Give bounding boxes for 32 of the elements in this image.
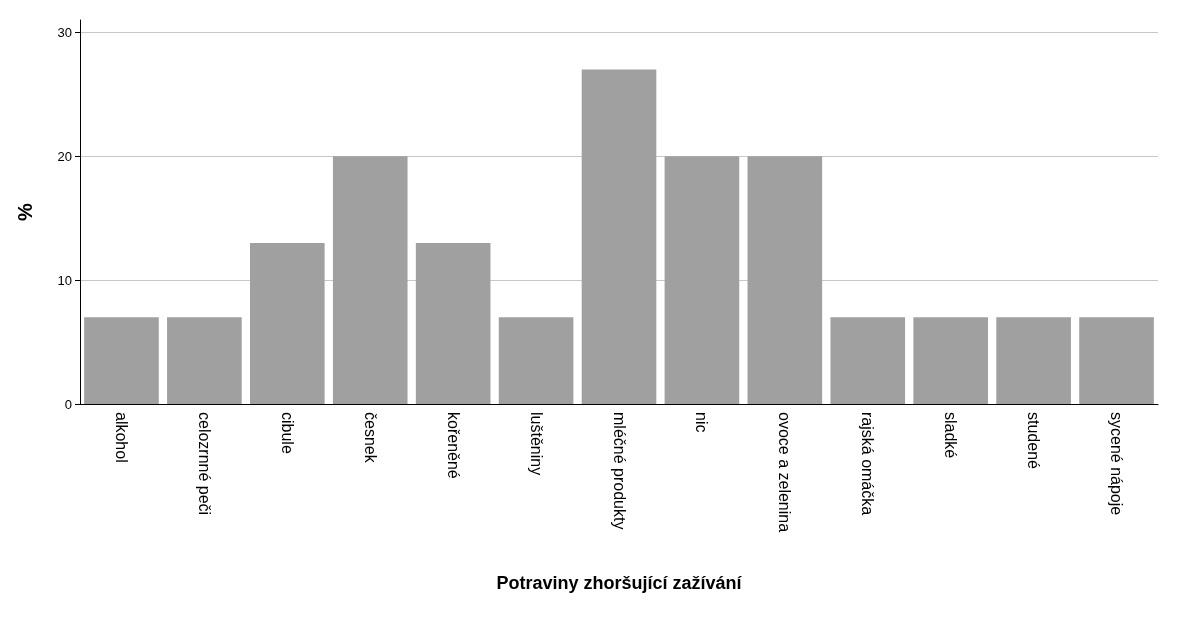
x-tick-label: luštěniny (527, 412, 545, 476)
y-tick-label: 20 (57, 148, 72, 164)
bar (996, 317, 1071, 404)
x-tick-label: nic (693, 412, 711, 433)
bar (415, 242, 491, 404)
x-tick-label: mléčné produkty (610, 412, 628, 530)
x-tick-label: studené (1025, 412, 1043, 470)
bar (498, 317, 574, 404)
x-axis-title: Potraviny zhoršující zažívání (496, 573, 743, 593)
bar (167, 317, 242, 404)
bar (830, 317, 906, 404)
bar (664, 156, 740, 404)
y-tick-label: 0 (64, 396, 72, 412)
x-tick-label: rajská omáčka (859, 412, 877, 516)
bar (913, 317, 989, 404)
x-tick-label: celozrnné peči (195, 412, 213, 516)
x-tick-label: sladké (942, 412, 960, 459)
bar (747, 156, 823, 404)
y-tick-label: 30 (57, 24, 72, 40)
x-tick-label: kořeněné (444, 412, 462, 479)
bar (332, 156, 408, 404)
x-tick-label: sycené nápoje (1108, 412, 1126, 516)
x-tick-label: alkohol (112, 412, 130, 463)
bar (84, 317, 159, 404)
x-tick-label: ovoce a zelenina (776, 412, 794, 533)
x-tick-label: cibule (278, 412, 296, 454)
y-axis-title: % (14, 202, 36, 221)
y-tick-label: 10 (57, 272, 72, 288)
x-tick-label: česnek (361, 412, 379, 464)
bar (581, 69, 657, 404)
bar (1079, 317, 1154, 404)
bar (249, 242, 325, 404)
